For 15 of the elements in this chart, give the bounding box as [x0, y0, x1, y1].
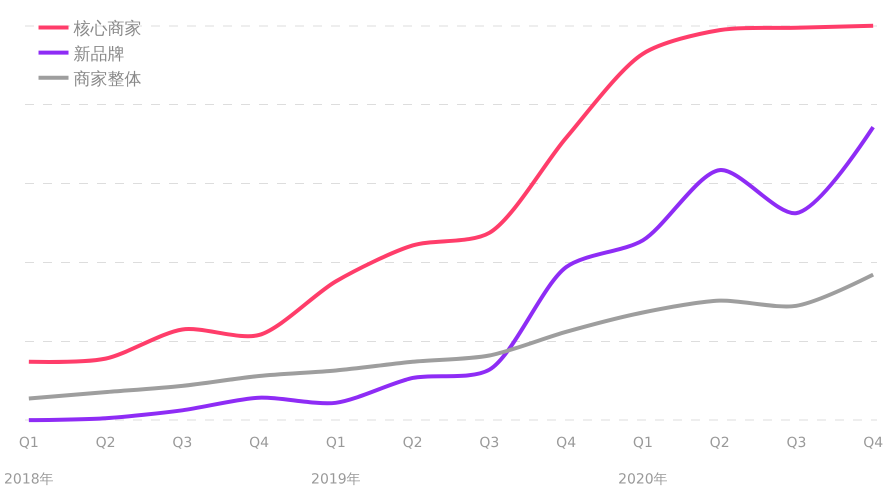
- legend-label: 核心商家: [72, 19, 142, 40]
- x-tick-label: Q3: [479, 435, 500, 451]
- category-label: Q1 2018年: [4, 435, 54, 488]
- x-tick-label: Q2: [96, 435, 116, 451]
- x-tick-label: Q4: [249, 435, 270, 451]
- category-label: Q1 2019年: [311, 435, 361, 488]
- x-tick-label: Q3: [172, 435, 192, 451]
- x-tick-label: Q4: [863, 435, 884, 451]
- x-tick-label: Q3: [786, 435, 806, 451]
- x-tick-label: Q4: [556, 435, 576, 451]
- x-tick-label: Q2: [402, 435, 423, 451]
- category-label: Q1 2020年: [618, 435, 668, 488]
- x-tick-label: Q2: [710, 435, 730, 451]
- legend-label: 新品牌: [74, 44, 125, 64]
- legend-label: 商家整体: [74, 69, 142, 90]
